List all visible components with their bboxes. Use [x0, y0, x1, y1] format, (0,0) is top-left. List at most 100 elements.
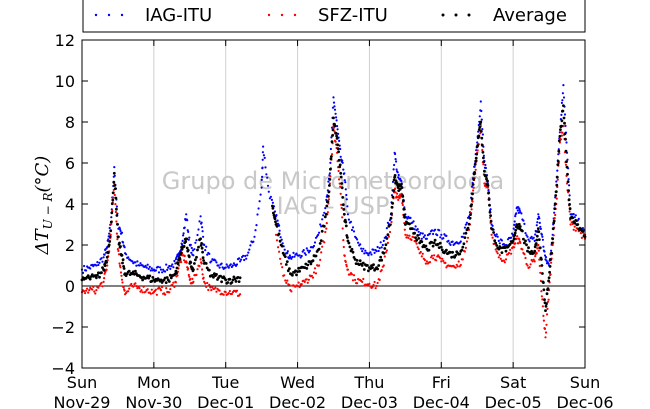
- data-point: [105, 255, 109, 259]
- data-point: [156, 265, 160, 268]
- data-point: [158, 287, 162, 290]
- data-point: [560, 101, 564, 104]
- data-point: [542, 281, 545, 284]
- data-point: [89, 267, 92, 270]
- data-point: [498, 242, 501, 245]
- data-point: [396, 192, 399, 195]
- legend-marker-sfz: [280, 13, 284, 17]
- data-point: [197, 228, 200, 231]
- data-point: [417, 248, 420, 251]
- data-point: [320, 229, 324, 233]
- data-point: [115, 214, 119, 217]
- data-point: [275, 214, 278, 217]
- data-point: [565, 141, 568, 144]
- data-point: [391, 180, 395, 183]
- data-point: [261, 175, 264, 178]
- data-point: [436, 242, 440, 246]
- data-point: [215, 273, 218, 276]
- data-point: [259, 193, 262, 196]
- legend-frame: [82, 0, 586, 33]
- data-point: [120, 274, 123, 277]
- data-point: [439, 245, 443, 249]
- data-point: [199, 258, 202, 261]
- data-point: [114, 203, 117, 206]
- data-point: [514, 242, 517, 245]
- data-point: [360, 264, 364, 267]
- data-point: [118, 241, 121, 245]
- data-point: [392, 189, 395, 193]
- data-point: [556, 169, 559, 172]
- series-sfz-itu: [80, 124, 587, 339]
- data-point: [169, 276, 173, 280]
- data-point: [110, 222, 113, 226]
- data-point: [410, 238, 413, 241]
- data-point: [93, 274, 97, 277]
- data-point: [430, 241, 434, 244]
- data-point: [348, 245, 352, 249]
- data-point: [357, 241, 360, 244]
- data-point: [110, 211, 114, 215]
- data-point: [278, 229, 281, 232]
- data-point: [523, 222, 526, 225]
- data-point: [377, 264, 381, 267]
- data-point: [114, 196, 118, 200]
- data-point: [363, 252, 366, 255]
- data-point: [311, 276, 315, 279]
- data-point: [360, 247, 363, 250]
- data-point: [511, 239, 515, 243]
- data-point: [441, 257, 444, 260]
- data-point: [100, 271, 103, 274]
- data-point: [285, 281, 288, 284]
- data-point: [246, 254, 249, 257]
- data-point: [424, 262, 427, 265]
- data-point: [279, 236, 282, 239]
- data-point: [423, 258, 426, 262]
- data-point: [420, 255, 423, 258]
- data-point: [256, 213, 259, 216]
- data-point: [217, 264, 220, 267]
- data-point: [376, 281, 379, 285]
- data-point: [290, 257, 293, 260]
- data-point: [367, 254, 370, 257]
- data-point: [471, 183, 475, 186]
- data-point: [413, 231, 416, 235]
- data-point: [150, 288, 153, 291]
- data-point: [542, 319, 546, 322]
- data-point: [561, 109, 565, 113]
- data-point: [463, 236, 467, 240]
- x-tick-date: Dec-06: [556, 393, 613, 409]
- data-point: [555, 197, 558, 200]
- data-point: [164, 270, 167, 273]
- data-point: [186, 219, 189, 222]
- data-point: [567, 178, 570, 181]
- data-point: [321, 218, 324, 221]
- data-point: [574, 214, 577, 217]
- data-point: [318, 231, 321, 234]
- data-point: [574, 219, 578, 222]
- data-point: [339, 155, 342, 158]
- data-point: [391, 195, 395, 199]
- data-point: [151, 276, 155, 279]
- data-point: [166, 268, 169, 271]
- data-point: [194, 258, 197, 262]
- data-point: [466, 236, 470, 239]
- data-point: [183, 254, 186, 258]
- data-point: [319, 258, 322, 261]
- y-tick-label: 0: [65, 277, 75, 296]
- data-point: [113, 184, 117, 187]
- data-point: [189, 243, 192, 246]
- data-point: [479, 120, 483, 124]
- legend-label-iag: IAG-ITU: [145, 5, 212, 26]
- data-point: [455, 263, 458, 266]
- data-point: [361, 280, 364, 283]
- data-point: [389, 216, 393, 220]
- data-point: [469, 213, 472, 217]
- data-point: [394, 187, 397, 190]
- data-point: [460, 248, 464, 252]
- data-point: [562, 125, 565, 128]
- data-point: [459, 263, 462, 267]
- data-point: [538, 217, 541, 220]
- data-point: [421, 232, 424, 235]
- data-point: [327, 180, 330, 183]
- data-point: [540, 295, 544, 298]
